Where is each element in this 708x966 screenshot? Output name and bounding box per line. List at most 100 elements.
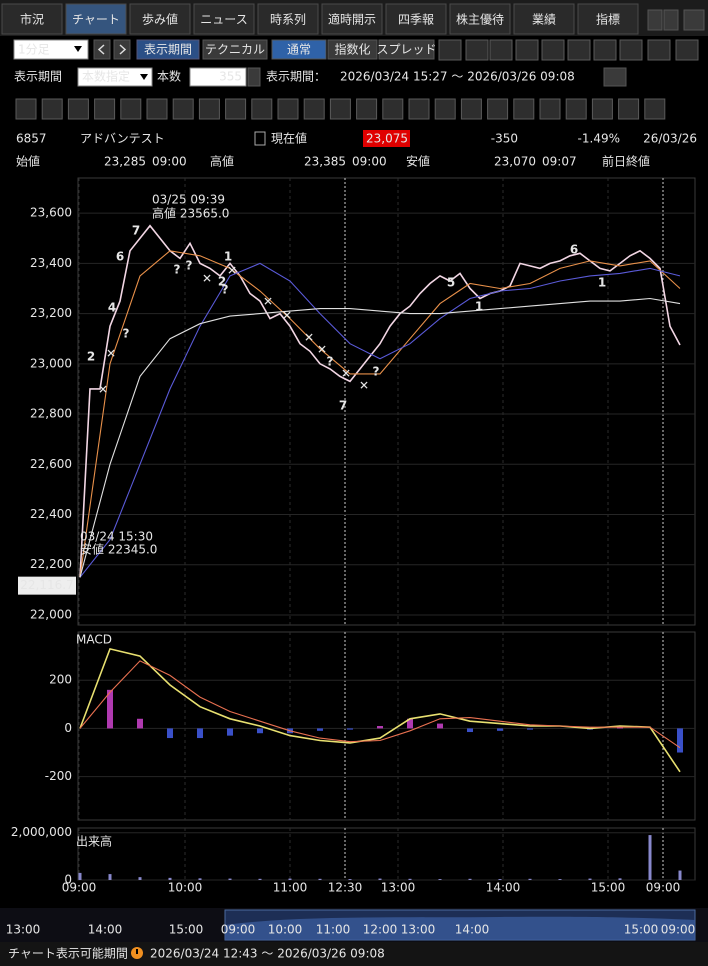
toolbar-icons (438, 39, 699, 61)
draw-tool[interactable] (172, 98, 194, 120)
draw-tool[interactable] (120, 98, 142, 120)
tab-arrows[interactable] (647, 9, 705, 31)
volume-bar (228, 878, 232, 880)
draw-tool[interactable] (408, 98, 430, 120)
count-value: 355 (219, 70, 242, 84)
y-tick-label: 22,400 (30, 507, 72, 521)
tab-prev[interactable] (647, 9, 663, 31)
icon-zoom-in[interactable] (465, 39, 489, 61)
draw-tool[interactable] (434, 98, 456, 120)
panel-frame (77, 177, 696, 626)
spinner[interactable] (247, 67, 261, 87)
macd-histogram-bar (167, 728, 173, 739)
draw-tool[interactable] (487, 98, 509, 120)
draw-tool[interactable] (251, 98, 273, 120)
reset-button[interactable] (603, 67, 627, 87)
draw-tool[interactable] (382, 98, 404, 120)
mode-select[interactable] (77, 67, 153, 87)
price-marker-bg (18, 576, 76, 595)
tab[interactable] (321, 3, 383, 35)
draw-tool[interactable] (356, 98, 378, 120)
volume-bar (288, 878, 292, 880)
tab[interactable] (577, 3, 639, 35)
draw-tool[interactable] (618, 98, 640, 120)
icon-info[interactable] (593, 39, 617, 61)
draw-tool[interactable] (277, 98, 299, 120)
y-tick-label: 0 (64, 873, 72, 887)
pattern-signal: ? (174, 263, 181, 277)
volume-bar (648, 835, 652, 880)
pattern-signal: ✕ (359, 379, 369, 393)
next-button[interactable] (113, 39, 131, 60)
macd-histogram-bar (437, 723, 443, 729)
draw-tool[interactable] (146, 98, 168, 120)
tab[interactable] (1, 3, 63, 35)
x-tick-label: 11:00 (273, 881, 308, 895)
annotation: 03/24 15:30 (80, 530, 153, 544)
period-button[interactable] (136, 39, 200, 60)
draw-tool[interactable] (225, 98, 247, 120)
mode-button[interactable] (327, 39, 378, 60)
tab[interactable] (449, 3, 511, 35)
draw-tool[interactable] (303, 98, 325, 120)
icon-zoom-out[interactable] (489, 39, 513, 61)
x-tick-label: 10:00 (168, 881, 203, 895)
draw-tool[interactable] (565, 98, 587, 120)
tab-label: ニュース (200, 13, 247, 27)
draw-tool[interactable] (67, 98, 89, 120)
count-input[interactable] (189, 67, 247, 87)
interval-select[interactable] (13, 39, 89, 60)
annotation: 03/25 09:39 (152, 193, 225, 207)
draw-tool[interactable] (41, 98, 63, 120)
annotation: 高値 23565.0 (152, 206, 229, 221)
draw-tool[interactable] (94, 98, 116, 120)
tab[interactable] (129, 3, 191, 35)
tab[interactable] (193, 3, 255, 35)
tab[interactable] (513, 3, 575, 35)
icon-add[interactable] (438, 39, 462, 61)
panel-title: MACD (76, 633, 112, 647)
range-label: 表示期間： (266, 70, 326, 84)
mode-button[interactable] (271, 39, 327, 60)
tab-label: 時系列 (270, 13, 306, 27)
macd-histogram-bar (377, 726, 383, 729)
draw-tool[interactable] (198, 98, 220, 120)
volume-bar (198, 878, 202, 880)
navigator-label: 12:00 (363, 923, 398, 937)
draw-tool[interactable] (460, 98, 482, 120)
tab-label: チャート (72, 13, 120, 27)
prev-button[interactable] (93, 39, 111, 60)
draw-tool[interactable] (15, 98, 37, 120)
ohlc-prev-close-label: 前日終値 (602, 154, 650, 169)
mode-label: 指数化 (334, 42, 370, 57)
tab-label: 四季報 (398, 13, 434, 27)
footer (0, 942, 708, 966)
tab[interactable] (385, 3, 447, 35)
icon-my[interactable] (619, 39, 643, 61)
pattern-signal: 7 (132, 224, 140, 238)
mode-button[interactable] (378, 39, 435, 60)
tab-label: 市況 (20, 12, 44, 27)
draw-tool[interactable] (644, 98, 666, 120)
draw-tool[interactable] (329, 98, 351, 120)
icon-draw[interactable] (515, 39, 539, 61)
icon-area[interactable] (647, 39, 671, 61)
tab-expand[interactable] (683, 9, 705, 31)
draw-tool[interactable] (591, 98, 613, 120)
technical-button[interactable] (202, 39, 268, 60)
pattern-signal: 4 (108, 301, 116, 315)
ohlc-open-time: 09:00 (152, 155, 187, 169)
icon-pattern[interactable] (541, 39, 565, 61)
draw-tool[interactable] (513, 98, 535, 120)
macd-histogram-bar (527, 728, 533, 730)
tab[interactable] (65, 3, 127, 35)
icon-settings[interactable] (675, 39, 699, 61)
change-pct: -1.49% (578, 132, 620, 146)
volume-bar (678, 870, 682, 880)
icon-yen[interactable] (567, 39, 591, 61)
navigator-label: 11:00 (316, 923, 351, 937)
tab[interactable] (257, 3, 319, 35)
tab-next[interactable] (663, 9, 679, 31)
draw-tool[interactable] (539, 98, 561, 120)
macd-histogram-bar (227, 728, 233, 736)
